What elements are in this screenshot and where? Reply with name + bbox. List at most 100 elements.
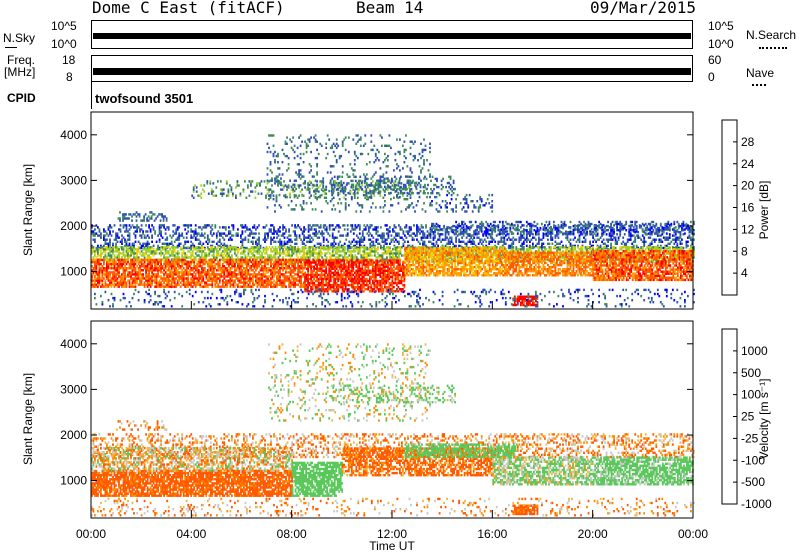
heatmap-cell <box>196 283 199 286</box>
heatmap-cell <box>640 238 643 241</box>
heatmap-cell <box>629 258 632 261</box>
heatmap-cell <box>462 234 465 237</box>
heatmap-cell <box>240 267 242 270</box>
heatmap-cell <box>322 246 325 249</box>
heatmap-cell <box>444 254 447 257</box>
heatmap-cell <box>161 246 164 249</box>
heatmap-cell <box>119 246 122 249</box>
heatmap-cell <box>101 252 104 255</box>
heatmap-cell <box>163 285 165 288</box>
heatmap-cell <box>690 258 692 261</box>
heatmap-cell <box>240 271 242 274</box>
heatmap-cell <box>100 234 102 237</box>
heatmap-cell <box>339 254 342 257</box>
heatmap-cell <box>124 240 126 243</box>
heatmap-cell <box>122 285 125 288</box>
heatmap-cell <box>92 256 95 259</box>
heatmap-cell <box>563 246 566 249</box>
heatmap-cell <box>465 250 468 253</box>
heatmap-cell <box>544 224 546 227</box>
heatmap-cell <box>580 250 582 253</box>
heatmap-cell <box>429 236 432 239</box>
heatmap-cell <box>140 262 143 266</box>
heatmap-cell <box>107 267 110 270</box>
heatmap-cell <box>386 250 388 253</box>
heatmap-cell <box>191 275 194 278</box>
heatmap-cell <box>241 246 244 249</box>
heatmap-cell <box>577 246 579 249</box>
heatmap-cell <box>274 262 277 266</box>
heatmap-cell <box>100 254 102 257</box>
heatmap-cell <box>185 262 188 266</box>
heatmap-cell <box>240 236 242 239</box>
heatmap-cell <box>149 267 152 270</box>
heatmap-cell <box>530 228 533 231</box>
heatmap-cell <box>422 246 424 249</box>
heatmap-cell <box>228 230 230 233</box>
heatmap-cell <box>324 254 327 257</box>
heatmap-cell <box>351 226 354 229</box>
heatmap-cell <box>103 260 105 264</box>
heatmap-cell <box>149 283 152 286</box>
heatmap-cell <box>160 267 162 270</box>
heatmap-cell <box>238 285 241 288</box>
heatmap-cell <box>352 248 355 251</box>
heatmap-cell <box>98 271 101 274</box>
heatmap-cell <box>378 242 381 245</box>
heatmap-cell <box>154 250 156 253</box>
heatmap-cell <box>289 248 292 251</box>
heatmap-cell <box>477 250 480 253</box>
heatmap-cell <box>167 226 170 229</box>
heatmap-cell <box>325 256 328 259</box>
heatmap-cell <box>268 279 271 282</box>
heatmap-cell <box>262 275 265 278</box>
heatmap-cell <box>237 246 239 250</box>
heatmap-cell <box>128 273 131 276</box>
heatmap-cell <box>154 285 156 288</box>
heatmap-cell <box>288 238 290 241</box>
heatmap-cell <box>673 256 676 259</box>
heatmap-cell <box>121 267 123 270</box>
heatmap-cell <box>503 228 506 231</box>
heatmap-cell <box>176 252 179 255</box>
heatmap-cell <box>107 279 110 282</box>
heatmap-cell <box>226 244 229 248</box>
heatmap-cell <box>218 275 221 278</box>
heatmap-cell <box>109 248 111 251</box>
heatmap-cell <box>375 230 378 233</box>
heatmap-cell <box>118 254 120 257</box>
heatmap-cell <box>100 258 102 262</box>
heatmap-cell <box>270 250 272 253</box>
heatmap-cell <box>435 242 438 245</box>
heatmap-cell <box>462 260 465 263</box>
heatmap-cell <box>589 242 591 245</box>
heatmap-cell <box>310 228 313 231</box>
heatmap-cell <box>616 242 618 245</box>
heatmap-cell <box>154 267 156 270</box>
heatmap-cell <box>274 246 277 249</box>
heatmap-cell <box>151 273 153 276</box>
heatmap-cell <box>182 244 185 248</box>
heatmap-cell <box>110 246 113 250</box>
heatmap-cell <box>211 234 214 237</box>
heatmap-cell <box>252 254 254 257</box>
heatmap-cell <box>206 262 209 266</box>
heatmap-cell <box>152 267 155 270</box>
heatmap-cell <box>306 236 308 239</box>
heatmap-cell <box>212 254 215 257</box>
heatmap-cell <box>202 277 205 280</box>
heatmap-cell <box>191 269 194 272</box>
heatmap-cell <box>259 260 262 264</box>
heatmap-cell <box>136 265 138 268</box>
heatmap-cell <box>223 248 226 251</box>
heatmap-cell <box>352 228 355 231</box>
heatmap-cell <box>395 248 397 251</box>
heatmap-cell <box>321 234 324 237</box>
heatmap-cell <box>282 224 284 227</box>
heatmap-cell <box>241 281 244 284</box>
heatmap-cell <box>328 246 331 249</box>
heatmap-cell <box>539 256 542 259</box>
heatmap-cell <box>152 250 155 253</box>
heatmap-cell <box>333 240 336 243</box>
heatmap-cell <box>500 236 503 239</box>
